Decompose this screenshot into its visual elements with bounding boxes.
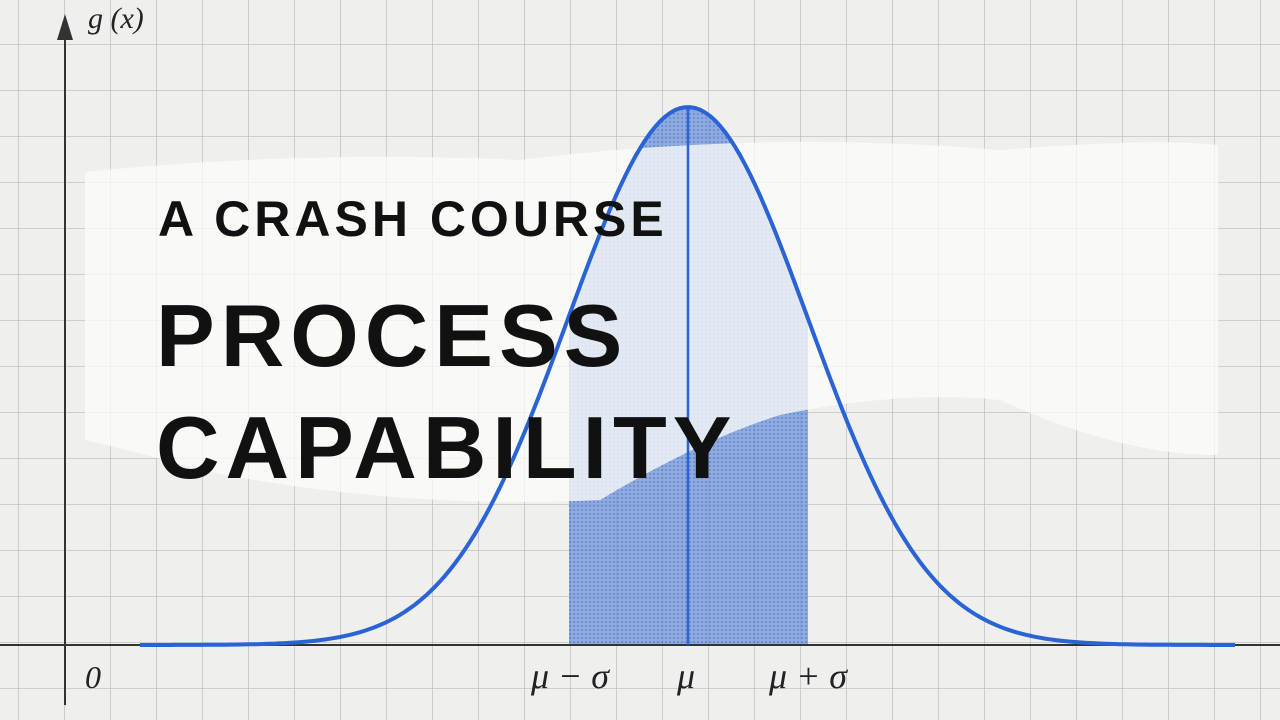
title-line: PROCESS bbox=[156, 286, 628, 385]
torn-paper bbox=[85, 142, 1218, 502]
y-arrow bbox=[57, 14, 73, 40]
y-label: g (x) bbox=[88, 2, 144, 35]
x-label: μ + σ bbox=[768, 656, 848, 696]
kicker: A CRASH COURSE bbox=[158, 191, 668, 247]
x-label: μ bbox=[676, 656, 695, 696]
title-line: CAPABILITY bbox=[156, 398, 737, 497]
x-label: μ − σ bbox=[530, 656, 610, 696]
origin-label: 0 bbox=[85, 659, 101, 695]
